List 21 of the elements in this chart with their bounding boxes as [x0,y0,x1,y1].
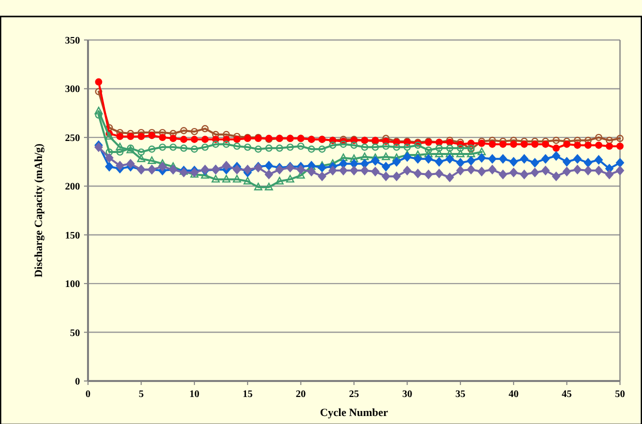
x-tick-label: 15 [242,389,253,400]
x-tick-label: 40 [508,389,519,400]
x-tick-label: 45 [562,389,572,400]
x-tick-label: 5 [138,389,144,400]
y-tick-label: 0 [75,376,80,388]
y-tick-label: 200 [65,182,80,193]
x-axis-title: Cycle Number [320,407,388,419]
x-tick-label: 25 [349,389,359,400]
y-tick-label: 150 [65,230,80,242]
x-tick-label: 0 [86,389,90,400]
y-tick-label: 250 [65,132,80,144]
y-tick-label: 350 [65,36,80,46]
x-tick-label: 20 [296,389,306,400]
y-tick-label: 50 [70,328,80,339]
y-tick-label: 100 [65,279,80,290]
x-tick-label: 35 [455,389,466,400]
x-tick-label: 50 [615,389,625,400]
y-tick-label: 300 [65,84,80,96]
x-tick-label: 30 [402,389,412,400]
x-tick-label: 10 [189,389,200,400]
y-axis-title: Discharge Capacity (mAh/g) [33,143,45,278]
